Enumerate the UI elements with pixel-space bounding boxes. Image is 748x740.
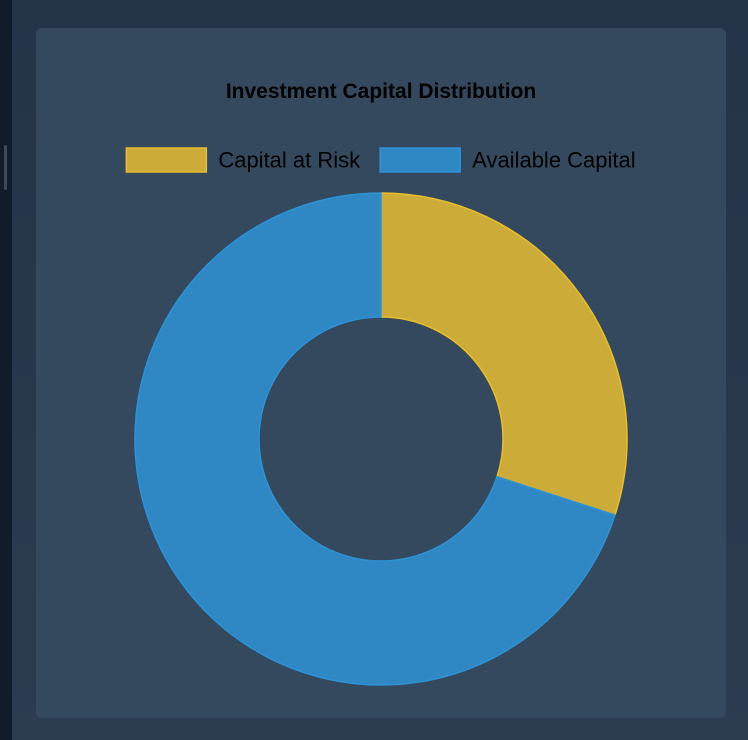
slice-available-capital[interactable] [134, 192, 616, 686]
slice-capital-at-risk[interactable] [380, 192, 628, 516]
chart-slices [134, 192, 628, 686]
legend-swatch-capital-at-risk[interactable] [125, 147, 208, 173]
side-panel-edge [0, 0, 12, 740]
chart-title: Investment Capital Distribution [225, 80, 537, 103]
legend-swatch-available-capital[interactable] [379, 147, 461, 173]
chart-legend: Capital at Risk Available Capital [125, 147, 636, 173]
legend-label-available-capital[interactable]: Available Capital [472, 148, 635, 173]
legend-label-capital-at-risk[interactable]: Capital at Risk [218, 148, 361, 173]
resize-handle[interactable] [4, 145, 7, 190]
